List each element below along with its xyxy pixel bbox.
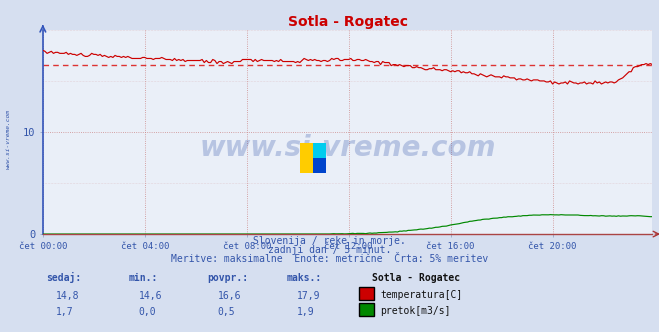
Bar bbox=[300, 158, 313, 173]
Text: Sotla - Rogatec: Sotla - Rogatec bbox=[372, 273, 461, 283]
Bar bbox=[313, 143, 326, 173]
Text: 14,6: 14,6 bbox=[138, 291, 162, 301]
Text: 0,5: 0,5 bbox=[217, 307, 235, 317]
Text: 1,9: 1,9 bbox=[297, 307, 314, 317]
Bar bbox=[313, 158, 326, 173]
Text: min.:: min.: bbox=[129, 273, 158, 283]
Text: povpr.:: povpr.: bbox=[208, 273, 248, 283]
Text: sedaj:: sedaj: bbox=[46, 272, 81, 283]
Title: Sotla - Rogatec: Sotla - Rogatec bbox=[287, 15, 408, 29]
Text: Slovenija / reke in morje.: Slovenija / reke in morje. bbox=[253, 236, 406, 246]
Text: 1,7: 1,7 bbox=[56, 307, 74, 317]
Text: 14,8: 14,8 bbox=[56, 291, 80, 301]
Text: maks.:: maks.: bbox=[287, 273, 322, 283]
Text: zadnji dan / 5 minut.: zadnji dan / 5 minut. bbox=[268, 245, 391, 255]
Text: 0,0: 0,0 bbox=[138, 307, 156, 317]
Bar bbox=[300, 143, 313, 158]
Bar bbox=[300, 143, 313, 158]
Text: 17,9: 17,9 bbox=[297, 291, 320, 301]
Text: 16,6: 16,6 bbox=[217, 291, 241, 301]
Text: temperatura[C]: temperatura[C] bbox=[380, 290, 463, 300]
Text: www.si-vreme.com: www.si-vreme.com bbox=[5, 110, 11, 169]
Bar bbox=[313, 143, 326, 158]
Bar bbox=[300, 143, 313, 173]
Text: Meritve: maksimalne  Enote: metrične  Črta: 5% meritev: Meritve: maksimalne Enote: metrične Črta… bbox=[171, 254, 488, 264]
Text: www.si-vreme.com: www.si-vreme.com bbox=[200, 134, 496, 162]
Text: pretok[m3/s]: pretok[m3/s] bbox=[380, 306, 451, 316]
